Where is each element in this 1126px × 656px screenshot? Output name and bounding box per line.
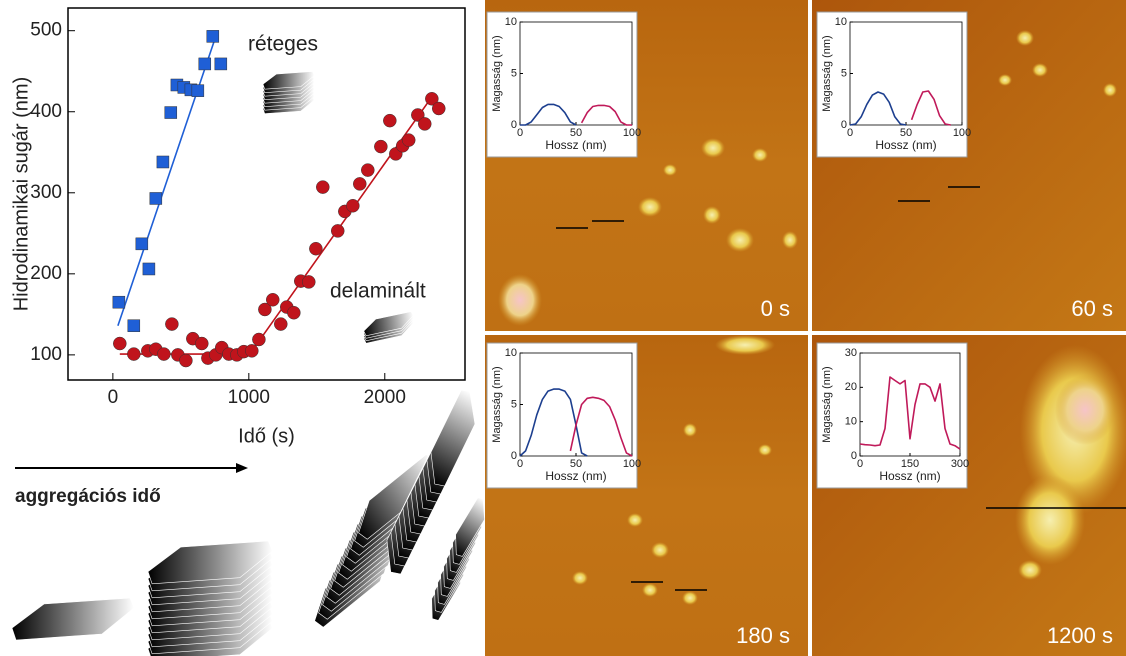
square-point (143, 263, 155, 275)
x-tick-label: 150 (901, 458, 919, 470)
x-tick-label: 100 (623, 458, 641, 470)
y-tick-label: 10 (835, 16, 847, 28)
figure: aggregációs idő 010002000100200300400500… (0, 0, 1126, 656)
y-tick-label: 100 (30, 344, 62, 365)
x-tick-label: 0 (517, 458, 523, 470)
y-tick-label: 5 (841, 67, 847, 79)
x-axis-label: Hossz (nm) (879, 469, 940, 483)
time-label: 60 s (1071, 296, 1113, 321)
square-point (150, 192, 162, 204)
circle-point (274, 318, 287, 331)
y-axis-label: Magasság (nm) (821, 366, 833, 442)
square-point (128, 320, 140, 332)
y-tick-label: 400 (30, 101, 62, 122)
y-tick-label: 0 (841, 119, 847, 131)
square-point (207, 30, 219, 42)
y-axis-label: Magasság (nm) (491, 35, 503, 111)
illustrations: aggregációs idő (12, 72, 496, 656)
inset-background (487, 343, 637, 488)
x-axis-label: Idő (s) (238, 425, 295, 447)
y-tick-label: 10 (505, 16, 517, 28)
x-tick-label: 1000 (228, 387, 270, 408)
time-label: 1200 s (1047, 623, 1113, 648)
time-label: 0 s (761, 296, 790, 321)
circle-point (418, 117, 431, 130)
circle-point (287, 306, 300, 319)
circle-point (179, 354, 192, 367)
circle-point (374, 140, 387, 153)
y-axis-label: Magasság (nm) (821, 35, 833, 111)
y-tick-label: 0 (511, 119, 517, 131)
square-point (165, 107, 177, 119)
y-tick-label: 200 (30, 263, 62, 284)
x-tick-label: 2000 (364, 387, 406, 408)
square-point (192, 85, 204, 97)
x-tick-label: 300 (951, 458, 969, 470)
circle-point (127, 348, 140, 361)
x-tick-label: 50 (900, 127, 912, 139)
y-axis-label: Magasság (nm) (491, 366, 503, 442)
inset-background (817, 12, 967, 157)
circle-point (353, 177, 366, 190)
fit-line (120, 96, 433, 355)
circle-point (331, 224, 344, 237)
y-tick-label: 0 (511, 450, 517, 462)
circle-point (316, 181, 329, 194)
circle-point (361, 164, 374, 177)
inset-background (487, 12, 637, 157)
square-point (199, 58, 211, 70)
x-tick-label: 100 (953, 127, 971, 139)
circle-point (157, 348, 170, 361)
x-tick-label: 50 (570, 458, 582, 470)
square-point (215, 58, 227, 70)
series-label: delaminált (330, 280, 426, 303)
circle-point (113, 337, 126, 350)
circle-point (309, 242, 322, 255)
y-tick-label: 5 (511, 67, 517, 79)
circle-point (266, 293, 279, 306)
square-point (136, 238, 148, 250)
arrow-label: aggregációs idő (15, 486, 161, 507)
plate (12, 598, 134, 640)
x-tick-label: 0 (517, 127, 523, 139)
x-tick-label: 0 (108, 387, 119, 408)
fit-line (118, 36, 216, 325)
inset-background (817, 343, 967, 488)
circle-point (432, 102, 445, 115)
y-tick-label: 300 (30, 182, 62, 203)
series-label: réteges (248, 33, 318, 56)
time-label: 180 s (736, 623, 790, 648)
x-tick-label: 0 (847, 127, 853, 139)
circle-point (302, 275, 315, 288)
y-tick-label: 500 (30, 20, 62, 41)
circle-point (346, 199, 359, 212)
y-tick-label: 0 (851, 450, 857, 462)
y-tick-label: 20 (845, 381, 857, 393)
x-tick-label: 100 (623, 127, 641, 139)
x-axis-label: Hossz (nm) (545, 469, 606, 483)
square-point (113, 296, 125, 308)
y-tick-label: 10 (505, 347, 517, 359)
y-tick-label: 10 (845, 416, 857, 428)
x-axis-label: Hossz (nm) (875, 138, 936, 152)
x-axis-label: Hossz (nm) (545, 138, 606, 152)
x-tick-label: 0 (857, 458, 863, 470)
circle-point (165, 318, 178, 331)
x-tick-label: 50 (570, 127, 582, 139)
y-axis-label: Hidrodinamikai sugár (nm) (10, 77, 32, 312)
circle-point (252, 333, 265, 346)
circle-point (383, 114, 396, 127)
circle-point (245, 344, 258, 357)
circle-point (195, 337, 208, 350)
arrow-head (236, 463, 248, 473)
circle-point (402, 134, 415, 147)
y-tick-label: 30 (845, 347, 857, 359)
y-tick-label: 5 (511, 398, 517, 410)
square-point (157, 156, 169, 168)
